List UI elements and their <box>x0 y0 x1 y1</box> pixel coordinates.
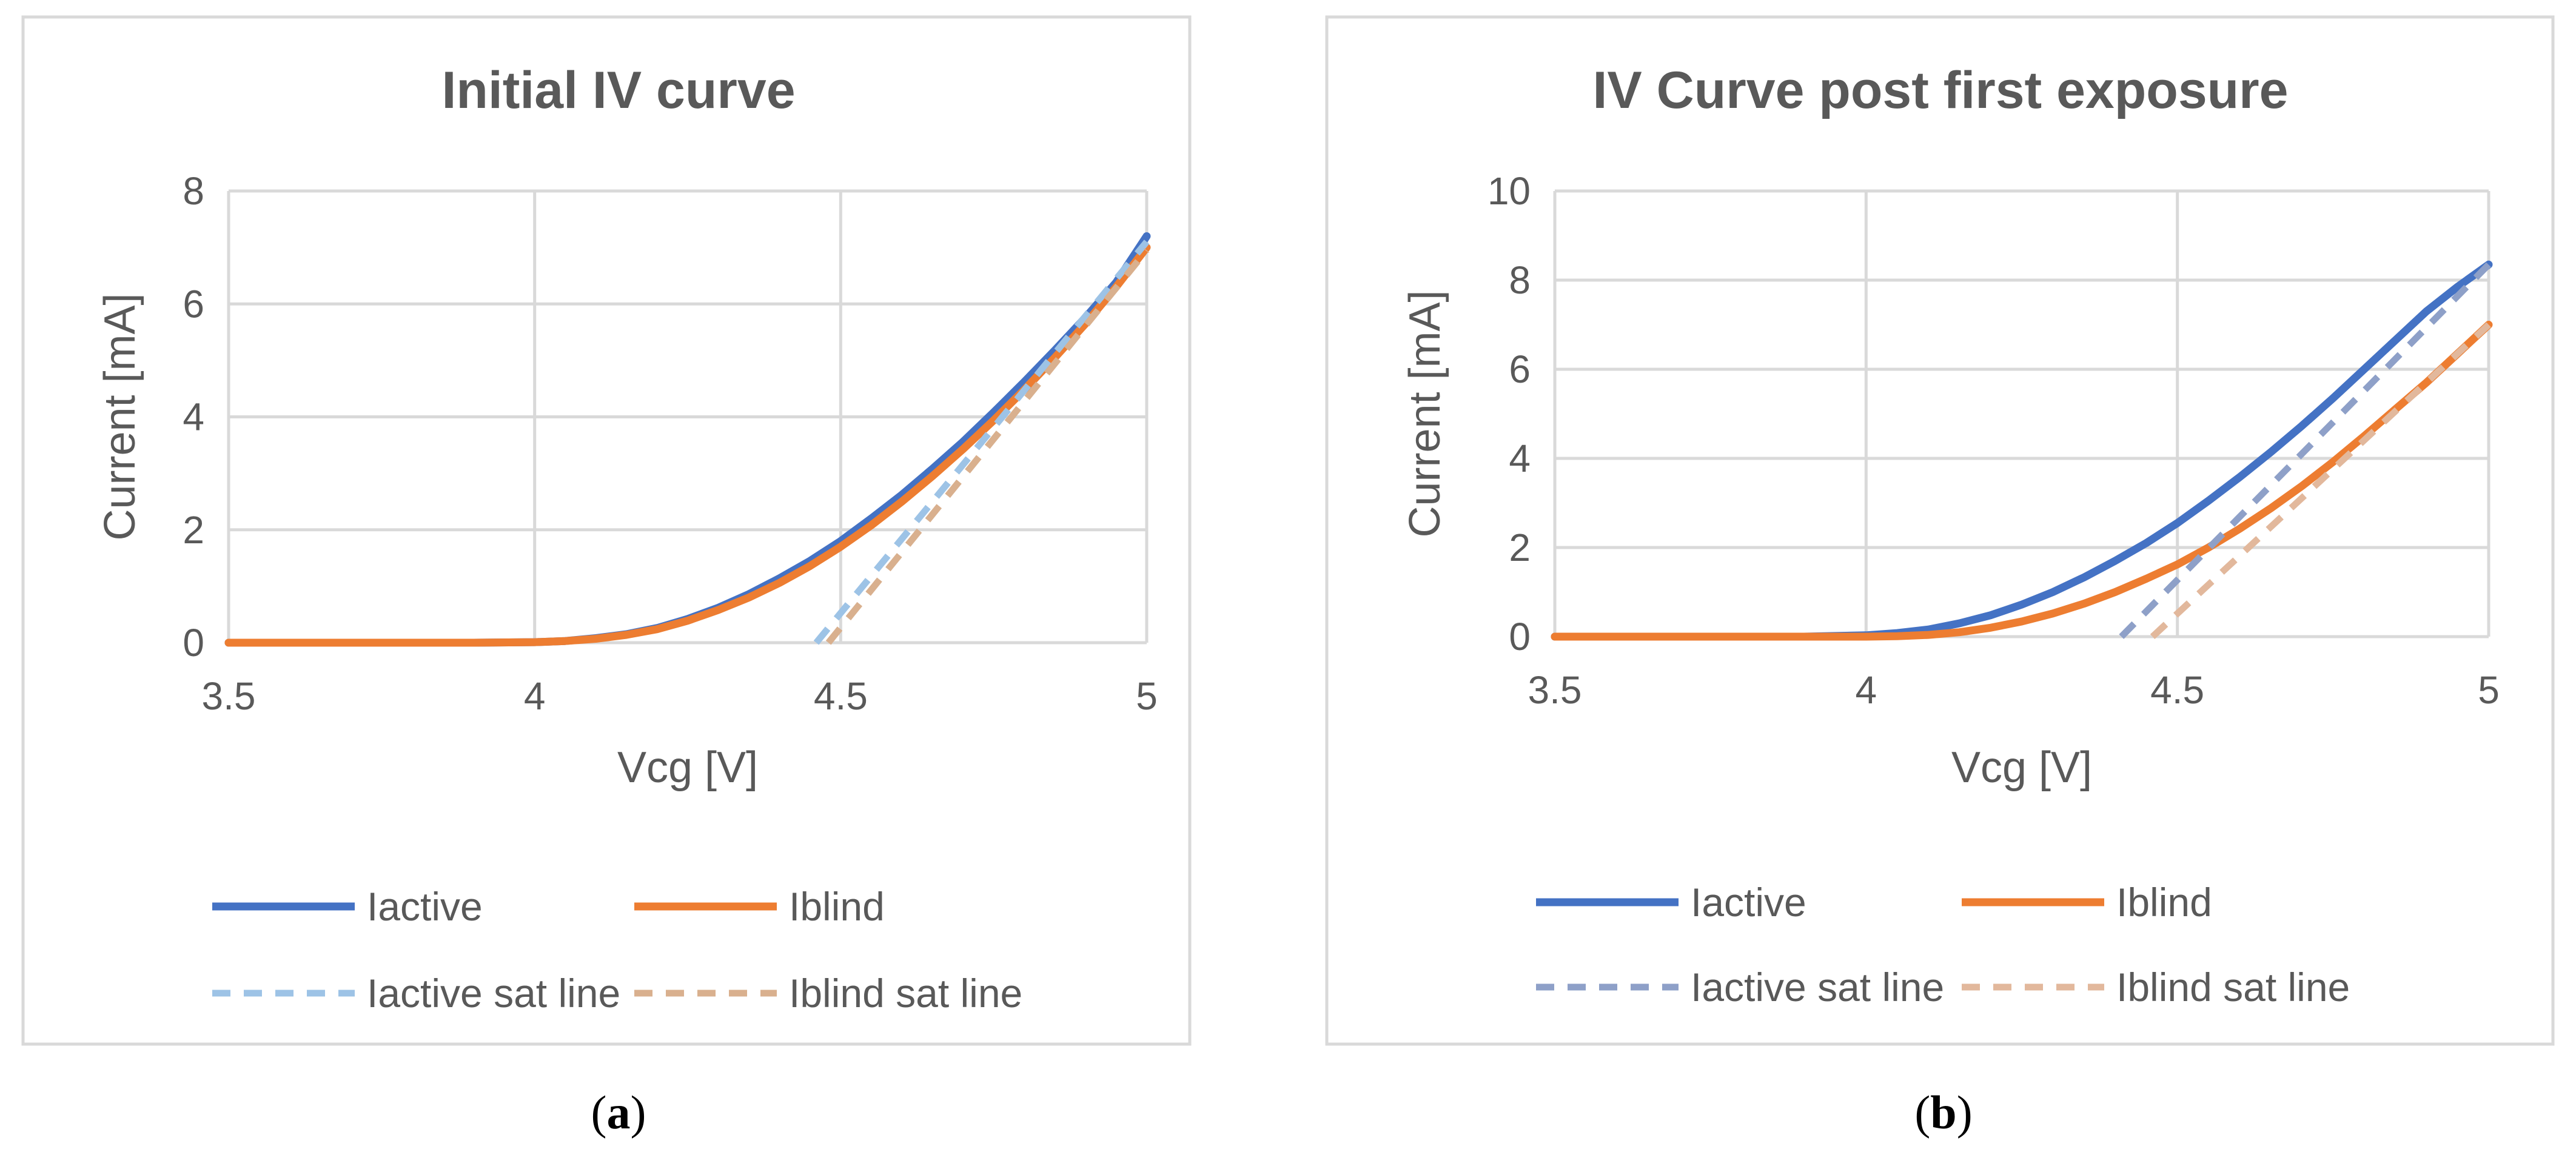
legend-label: Iblind sat line <box>789 971 1022 1016</box>
legend-label: Iactive <box>1691 880 1806 925</box>
caption-a-letter: a <box>606 1086 631 1139</box>
caption-b: (b) <box>1914 1086 1973 1139</box>
y-axis-label: Current [mA] <box>1401 290 1449 537</box>
x-tick-label: 4 <box>1856 668 1877 712</box>
legend: Iactive Iblind Iactive sat line Iblind sat … <box>212 884 1022 1016</box>
y-tick-label: 8 <box>183 169 204 213</box>
chart-panel-b: 0 2 4 6 8 10 3.5 4 4.5 5 IV Curve post first expos… <box>1325 15 2555 1046</box>
x-axis-label: Vcg [V] <box>1951 743 2092 792</box>
y-tick-label: 0 <box>1509 615 1531 658</box>
legend-label: Iblind <box>789 884 885 929</box>
x-tick-label: 4.5 <box>2150 668 2204 712</box>
chart-title: Initial IV curve <box>441 61 795 119</box>
y-tick-label: 2 <box>1509 526 1531 569</box>
x-tick-label: 5 <box>1136 674 1158 718</box>
legend-label: Iactive sat line <box>367 971 620 1016</box>
x-tick-label: 5 <box>2478 668 2500 712</box>
x-tick-label: 3.5 <box>1528 668 1582 712</box>
x-tick-label: 3.5 <box>202 674 256 718</box>
chart-panel-a: 0 2 4 6 8 3.5 4 4.5 5 Initial IV curve Vcg [V] Curr… <box>21 15 1192 1046</box>
series-line-iblind <box>1551 321 2493 641</box>
y-tick-label: 6 <box>1509 347 1531 391</box>
legend: Iactive Iblind Iactive sat line Iblind sat … <box>1536 880 2350 1010</box>
chart-frame <box>1325 15 2555 1046</box>
legend-label: Iblind <box>2116 880 2212 925</box>
series-line-iblind-sat-line <box>2150 322 2491 640</box>
chart-title: IV Curve post first exposure <box>1593 61 2289 119</box>
caption-b-letter: b <box>1930 1086 1957 1139</box>
y-tick-label: 0 <box>183 621 204 665</box>
series-line-iactive-sat-line <box>2119 262 2491 639</box>
y-tick-label: 8 <box>1509 258 1531 302</box>
series-line-iactive-sat-line <box>813 240 1150 645</box>
legend-label: Iactive <box>367 884 483 929</box>
legend-label: Iblind sat line <box>2116 965 2350 1010</box>
gridlines <box>1553 189 2490 638</box>
caption-a: (a) <box>591 1086 646 1139</box>
y-tick-label: 4 <box>183 395 204 439</box>
y-tick-label: 4 <box>1509 437 1531 480</box>
x-tick-label: 4.5 <box>814 674 868 718</box>
legend-label: Iactive sat line <box>1691 965 1944 1010</box>
series-line-iblind-sat-line <box>825 248 1150 645</box>
y-tick-label: 10 <box>1488 169 1531 213</box>
x-tick-label: 4 <box>524 674 546 718</box>
x-axis-label: Vcg [V] <box>617 743 758 792</box>
y-tick-label: 6 <box>183 282 204 326</box>
y-tick-label: 2 <box>183 508 204 552</box>
y-axis-label: Current [mA] <box>96 293 144 540</box>
